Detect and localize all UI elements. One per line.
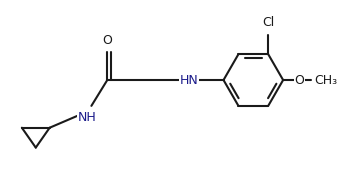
Text: HN: HN <box>179 74 198 87</box>
Text: Cl: Cl <box>262 16 274 29</box>
Text: O: O <box>294 74 304 87</box>
Text: NH: NH <box>78 111 97 124</box>
Text: CH₃: CH₃ <box>314 74 337 87</box>
Text: O: O <box>102 34 112 47</box>
